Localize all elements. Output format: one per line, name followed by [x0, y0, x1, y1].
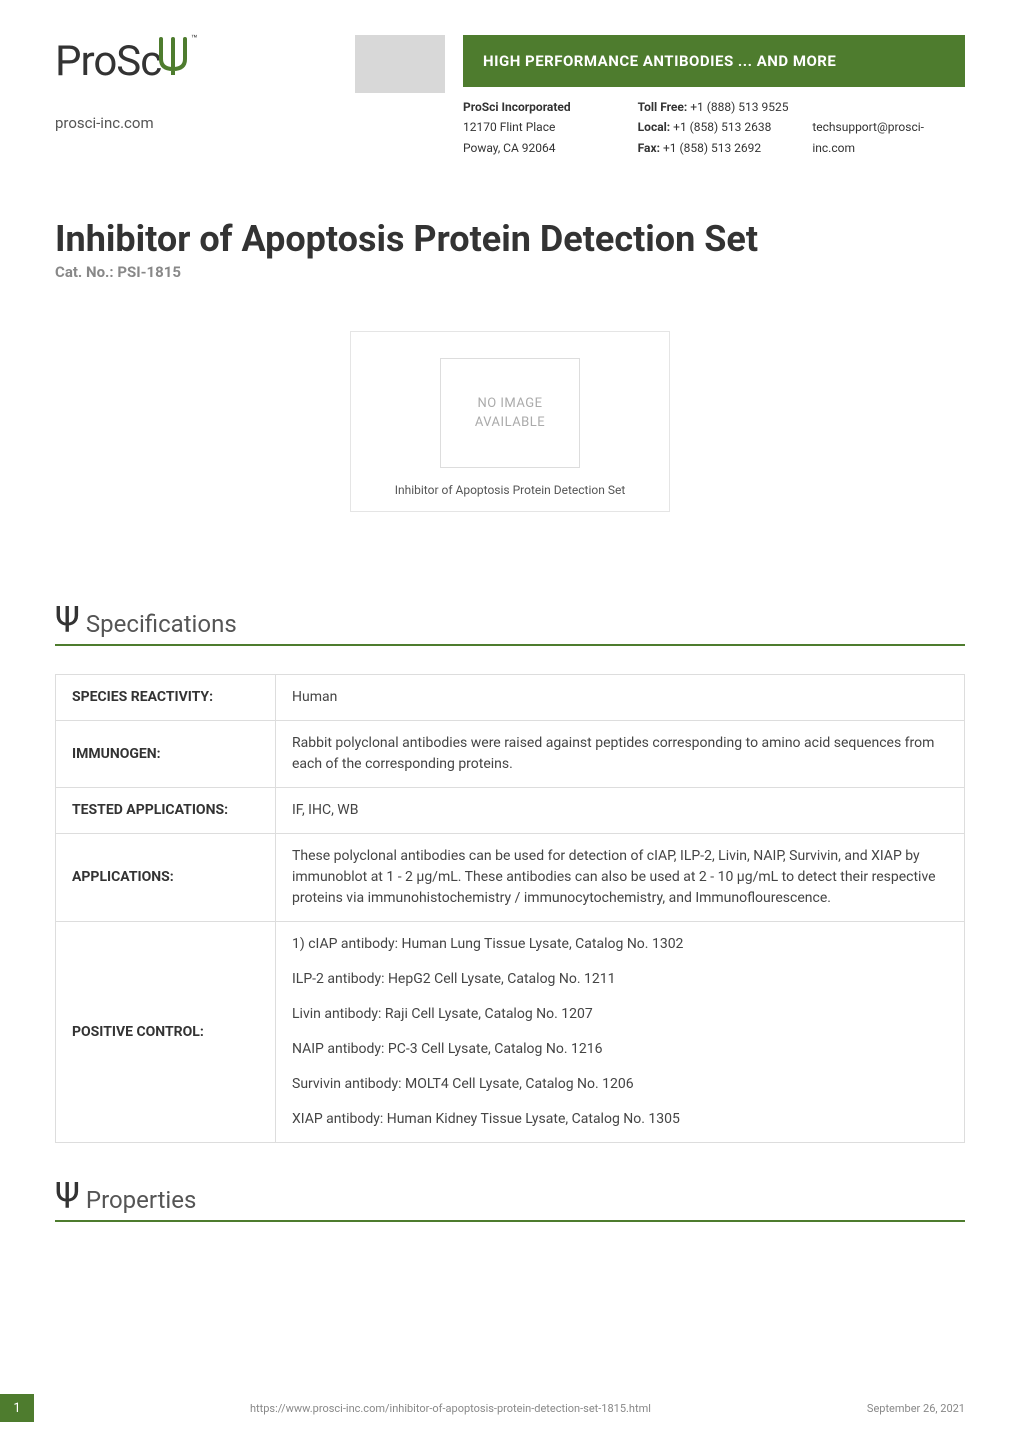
product-title: Inhibitor of Apoptosis Protein Detection…: [55, 218, 965, 261]
properties-heading: Ψ Properties: [55, 1178, 965, 1222]
table-row: POSITIVE CONTROL: 1) cIAP antibody: Huma…: [56, 922, 965, 1143]
table-row: SPECIES REACTIVITY: Human: [56, 675, 965, 721]
header-right: HIGH PERFORMANCE ANTIBODIES ... AND MORE…: [355, 35, 965, 158]
fax-label: Fax:: [638, 141, 660, 155]
website-url: prosci-inc.com: [55, 114, 355, 132]
tagline-banner: HIGH PERFORMANCE ANTIBODIES ... AND MORE: [463, 35, 965, 87]
table-row: TESTED APPLICATIONS: IF, IHC, WB: [56, 788, 965, 834]
psi-glyph-icon: [157, 35, 191, 86]
positive-control-5: Survivin antibody: MOLT4 Cell Lysate, Ca…: [292, 1074, 948, 1095]
product-image-card: NO IMAGE AVAILABLE Inhibitor of Apoptosi…: [350, 331, 670, 512]
local-label: Local:: [638, 120, 671, 134]
header-photo: [355, 35, 445, 93]
address-line-2: Poway, CA 92064: [463, 138, 616, 158]
contact-row: ProSci Incorporated 12170 Flint Place Po…: [463, 97, 965, 158]
immunogen-label: IMMUNOGEN:: [56, 721, 276, 788]
properties-title: Properties: [86, 1186, 196, 1214]
positive-control-3: Livin antibody: Raji Cell Lysate, Catalo…: [292, 1004, 948, 1025]
no-image-line1: NO IMAGE: [477, 394, 542, 414]
positive-control-6: XIAP antibody: Human Kidney Tissue Lysat…: [292, 1109, 948, 1130]
no-image-placeholder: NO IMAGE AVAILABLE: [440, 358, 580, 468]
contact-email-col: techsupport@prosci-inc.com: [812, 117, 965, 158]
immunogen-value: Rabbit polyclonal antibodies were raised…: [276, 721, 965, 788]
positive-control-2: ILP-2 antibody: HepG2 Cell Lysate, Catal…: [292, 969, 948, 990]
species-reactivity-value: Human: [276, 675, 965, 721]
positive-control-value: 1) cIAP antibody: Human Lung Tissue Lysa…: [276, 922, 965, 1143]
table-row: APPLICATIONS: These polyclonal antibodie…: [56, 834, 965, 922]
tagline-column: HIGH PERFORMANCE ANTIBODIES ... AND MORE…: [463, 35, 965, 158]
positive-control-4: NAIP antibody: PC-3 Cell Lysate, Catalog…: [292, 1039, 948, 1060]
table-row: IMMUNOGEN: Rabbit polyclonal antibodies …: [56, 721, 965, 788]
psi-icon: Ψ: [55, 1178, 80, 1214]
contact-phones: Toll Free: +1 (888) 513 9525 Local: +1 (…: [638, 97, 791, 158]
tested-applications-label: TESTED APPLICATIONS:: [56, 788, 276, 834]
tollfree-number: +1 (888) 513 9525: [687, 100, 788, 114]
page-footer: 1 https://www.prosci-inc.com/inhibitor-o…: [0, 1394, 1020, 1422]
positive-control-1: 1) cIAP antibody: Human Lung Tissue Lysa…: [292, 934, 948, 955]
species-reactivity-label: SPECIES REACTIVITY:: [56, 675, 276, 721]
logo-text: ProSc: [55, 37, 161, 86]
logo-column: ProSc ™ prosci-inc.com: [55, 35, 355, 132]
footer-url: https://www.prosci-inc.com/inhibitor-of-…: [34, 1402, 867, 1415]
tested-applications-value: IF, IHC, WB: [276, 788, 965, 834]
no-image-line2: AVAILABLE: [475, 413, 545, 433]
local-number: +1 (858) 513 2638: [670, 120, 771, 134]
catalog-number: Cat. No.: PSI-1815: [55, 263, 965, 281]
footer-date: September 26, 2021: [867, 1402, 1020, 1415]
address-line-1: 12170 Flint Place: [463, 117, 616, 137]
page-number: 1: [0, 1394, 34, 1422]
psi-icon: Ψ: [55, 602, 80, 638]
specifications-table: SPECIES REACTIVITY: Human IMMUNOGEN: Rab…: [55, 674, 965, 1143]
fax-number: +1 (858) 513 2692: [660, 141, 761, 155]
positive-control-label: POSITIVE CONTROL:: [56, 922, 276, 1143]
brand-logo: ProSc ™: [55, 35, 355, 86]
tollfree-label: Toll Free:: [638, 100, 688, 114]
applications-label: APPLICATIONS:: [56, 834, 276, 922]
applications-value: These polyclonal antibodies can be used …: [276, 834, 965, 922]
support-email: techsupport@prosci-inc.com: [812, 117, 965, 158]
page-header: ProSc ™ prosci-inc.com HIGH PERFORMANCE A…: [55, 35, 965, 158]
specifications-title: Specifications: [86, 610, 237, 638]
specifications-heading: Ψ Specifications: [55, 602, 965, 646]
company-name: ProSci Incorporated: [463, 100, 571, 114]
contact-address: ProSci Incorporated 12170 Flint Place Po…: [463, 97, 616, 158]
image-caption: Inhibitor of Apoptosis Protein Detection…: [369, 483, 651, 497]
trademark-symbol: ™: [191, 34, 196, 45]
